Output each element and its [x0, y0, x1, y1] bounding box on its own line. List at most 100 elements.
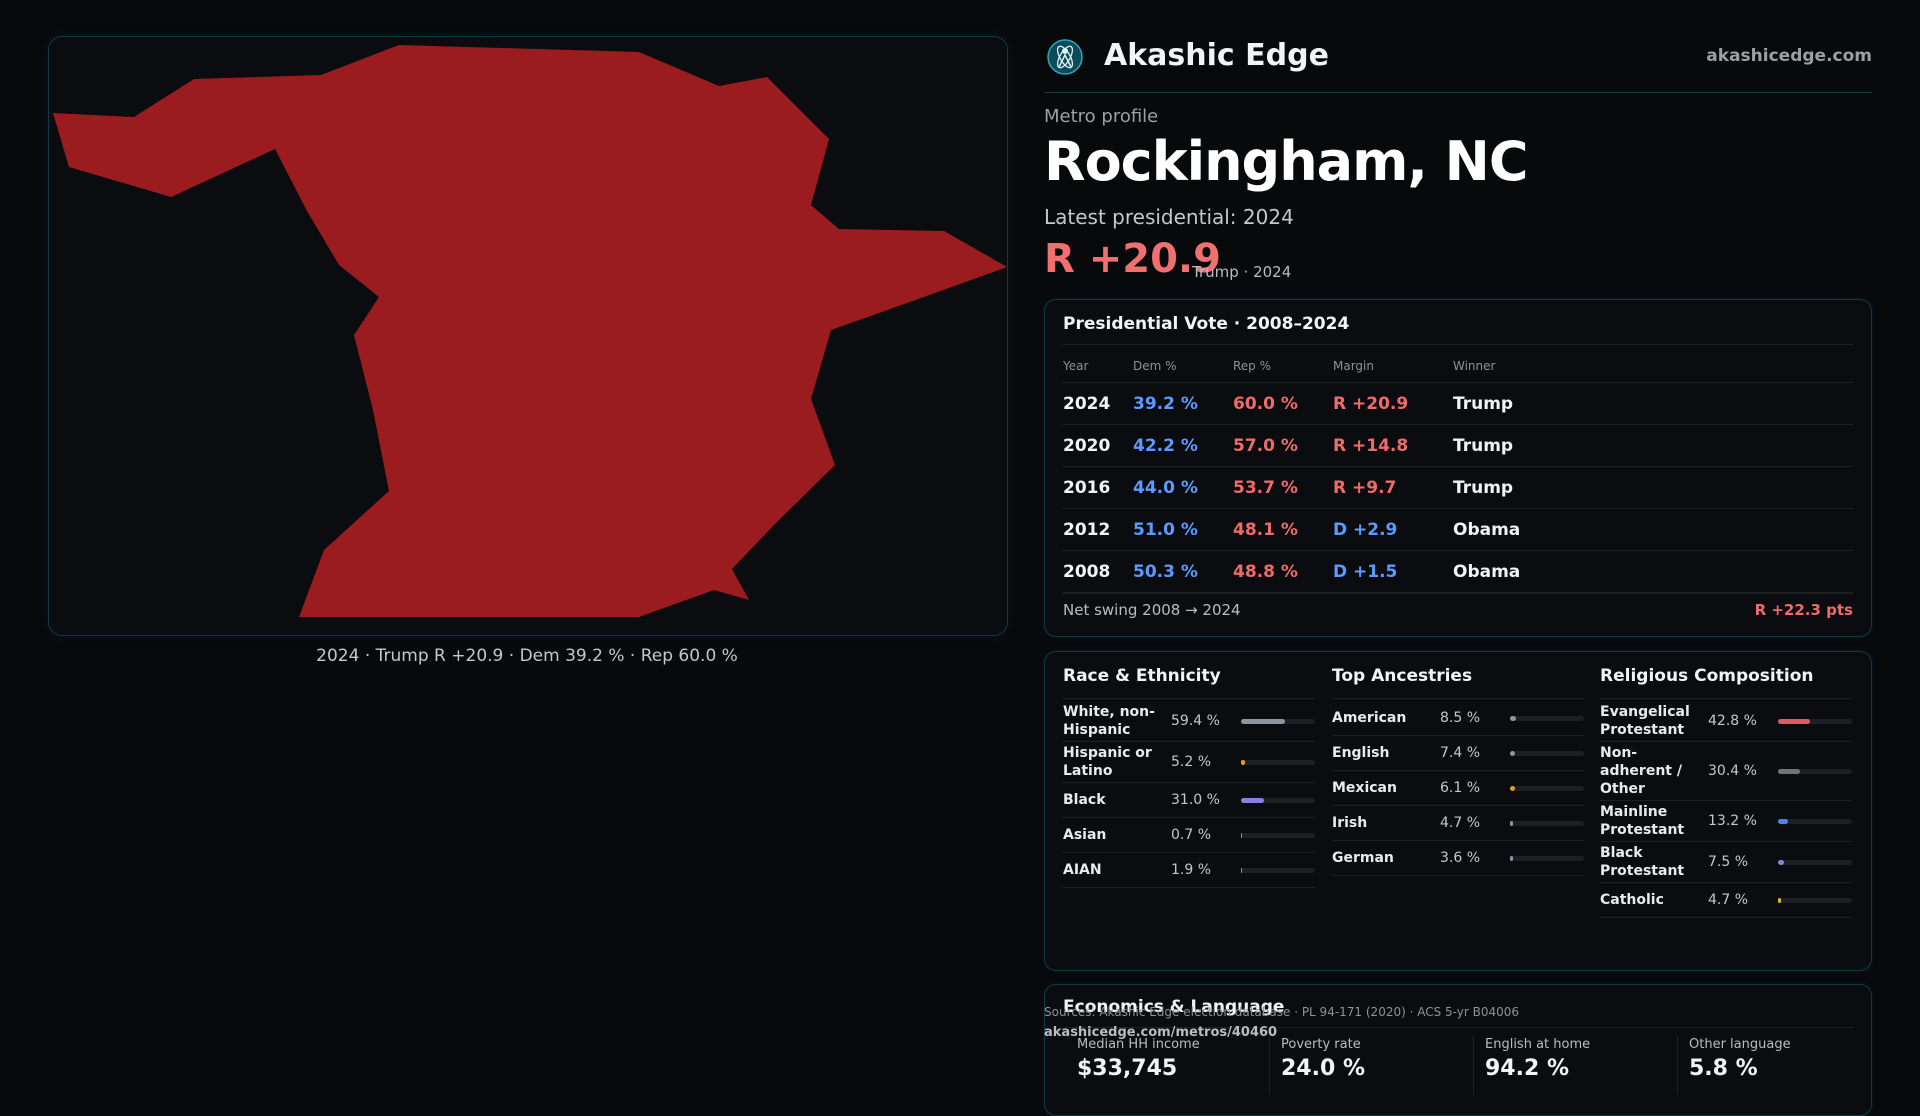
row-rep: 48.1 %: [1233, 508, 1333, 551]
row-winner: Trump: [1453, 424, 1853, 467]
share-bar-fill: [1778, 859, 1784, 865]
county-shape[interactable]: [53, 45, 1007, 617]
atom-logo-icon[interactable]: [1046, 38, 1084, 76]
share-bar-fill: [1241, 832, 1242, 838]
row-margin: D +1.5: [1333, 550, 1453, 593]
vote-table: Year Dem % Rep % Margin Winner 2024 39.2…: [1063, 350, 1853, 593]
religious-composition-section: Religious Composition Evangelical Protes…: [1600, 666, 1852, 918]
share-bar-fill: [1510, 855, 1513, 861]
permalink-link[interactable]: akashicedge.com/metros/40460: [1044, 1025, 1278, 1040]
brand-url-link[interactable]: akashicedge.com: [1706, 46, 1872, 66]
list-item: American 8.5 %: [1332, 701, 1584, 736]
item-percent: 5.2 %: [1171, 754, 1212, 770]
item-percent: 30.4 %: [1708, 763, 1757, 779]
row-rep: 57.0 %: [1233, 424, 1333, 467]
col-header-year: Year: [1063, 350, 1133, 383]
item-percent: 59.4 %: [1171, 713, 1220, 729]
item-percent: 31.0 %: [1171, 792, 1220, 808]
row-margin: R +20.9: [1333, 382, 1453, 425]
brand-name[interactable]: Akashic Edge: [1104, 38, 1329, 73]
econ-value: 94.2 %: [1485, 1056, 1569, 1081]
item-percent: 42.8 %: [1708, 713, 1757, 729]
net-swing-value: R +22.3 pts: [1754, 601, 1853, 619]
share-bar-fill: [1241, 797, 1264, 803]
share-bar: [1510, 750, 1584, 756]
net-swing-label: Net swing 2008 → 2024: [1063, 601, 1241, 619]
share-bar: [1241, 759, 1315, 765]
col-header-margin: Margin: [1333, 350, 1453, 383]
row-year: 2016: [1063, 466, 1133, 509]
demographics-card: Race & Ethnicity White, non-Hispanic 59.4…: [1044, 651, 1872, 971]
share-bar-fill: [1778, 818, 1788, 824]
econ-value: 5.8 %: [1689, 1056, 1758, 1081]
share-bar-fill: [1510, 750, 1516, 756]
row-dem: 39.2 %: [1133, 382, 1233, 425]
col-header-dem: Dem %: [1133, 350, 1233, 383]
econ-poverty-rate: Poverty rate 24.0 %: [1281, 1029, 1471, 1081]
economics-language-card: Economics & Language Median HH income $3…: [1044, 984, 1872, 1116]
race-ethnicity-title: Race & Ethnicity: [1063, 666, 1221, 686]
list-item: English 7.4 %: [1332, 736, 1584, 771]
row-rep: 60.0 %: [1233, 382, 1333, 425]
table-row: 2008 50.3 % 48.8 % D +1.5 Obama: [1063, 550, 1853, 593]
share-bar: [1510, 715, 1584, 721]
page-title: Rockingham, NC: [1044, 130, 1528, 193]
item-label: Asian: [1063, 827, 1107, 843]
econ-label: Poverty rate: [1281, 1037, 1361, 1052]
list-item: Asian 0.7 %: [1063, 818, 1315, 853]
econ-english-at-home: English at home 94.2 %: [1485, 1029, 1675, 1081]
share-bar: [1241, 718, 1315, 724]
list-item: Black Protestant 7.5 %: [1600, 842, 1852, 883]
table-row: 2020 42.2 % 57.0 % R +14.8 Trump: [1063, 424, 1853, 467]
item-percent: 8.5 %: [1440, 710, 1481, 726]
row-year: 2008: [1063, 550, 1133, 593]
share-bar-fill: [1241, 867, 1243, 873]
item-percent: 4.7 %: [1440, 815, 1481, 831]
share-bar: [1510, 820, 1584, 826]
item-label: English: [1332, 745, 1390, 761]
share-bar: [1778, 718, 1852, 724]
brand-header: Akashic Edge akashicedge.com: [1044, 36, 1872, 93]
share-bar-fill: [1778, 897, 1782, 903]
share-bar-fill: [1778, 718, 1810, 724]
list-item: Mexican 6.1 %: [1332, 771, 1584, 806]
item-label: Irish: [1332, 815, 1368, 831]
row-dem: 44.0 %: [1133, 466, 1233, 509]
row-margin: R +14.8: [1333, 424, 1453, 467]
econ-value: $33,745: [1077, 1056, 1178, 1081]
share-bar-fill: [1510, 715, 1517, 721]
row-winner: Obama: [1453, 550, 1853, 593]
item-percent: 13.2 %: [1708, 813, 1757, 829]
econ-other-language: Other language 5.8 %: [1689, 1029, 1879, 1081]
county-map[interactable]: [48, 36, 1008, 636]
item-label: Black: [1063, 792, 1106, 808]
row-rep: 53.7 %: [1233, 466, 1333, 509]
econ-median-income: Median HH income $33,745: [1077, 1029, 1267, 1081]
row-year: 2024: [1063, 382, 1133, 425]
item-percent: 0.7 %: [1171, 827, 1212, 843]
item-percent: 4.7 %: [1708, 892, 1749, 908]
item-label: AIAN: [1063, 862, 1102, 878]
list-item: Hispanic or Latino 5.2 %: [1063, 742, 1315, 783]
share-bar: [1241, 867, 1315, 873]
race-ethnicity-section: Race & Ethnicity White, non-Hispanic 59.4…: [1063, 666, 1315, 888]
latest-presidential-label: Latest presidential: 2024: [1044, 205, 1294, 229]
row-winner: Obama: [1453, 508, 1853, 551]
row-year: 2012: [1063, 508, 1133, 551]
item-percent: 7.4 %: [1440, 745, 1481, 761]
sources-note: Sources: Akashic Edge election database …: [1044, 1005, 1520, 1019]
col-header-rep: Rep %: [1233, 350, 1333, 383]
list-item: Catholic 4.7 %: [1600, 883, 1852, 918]
share-bar: [1241, 797, 1315, 803]
share-bar: [1778, 897, 1852, 903]
share-bar-fill: [1241, 718, 1285, 724]
map-caption: 2024 · Trump R +20.9 · Dem 39.2 % · Rep …: [316, 646, 738, 666]
economics-language-title: Economics & Language: [1063, 997, 1285, 1017]
row-dem: 51.0 %: [1133, 508, 1233, 551]
item-label: Hispanic or Latino: [1063, 745, 1152, 779]
headline-margin-sub: Trump · 2024: [1192, 263, 1292, 281]
table-row: 2012 51.0 % 48.1 % D +2.9 Obama: [1063, 508, 1853, 551]
row-margin: D +2.9: [1333, 508, 1453, 551]
econ-label: Median HH income: [1077, 1037, 1200, 1052]
item-percent: 7.5 %: [1708, 854, 1749, 870]
